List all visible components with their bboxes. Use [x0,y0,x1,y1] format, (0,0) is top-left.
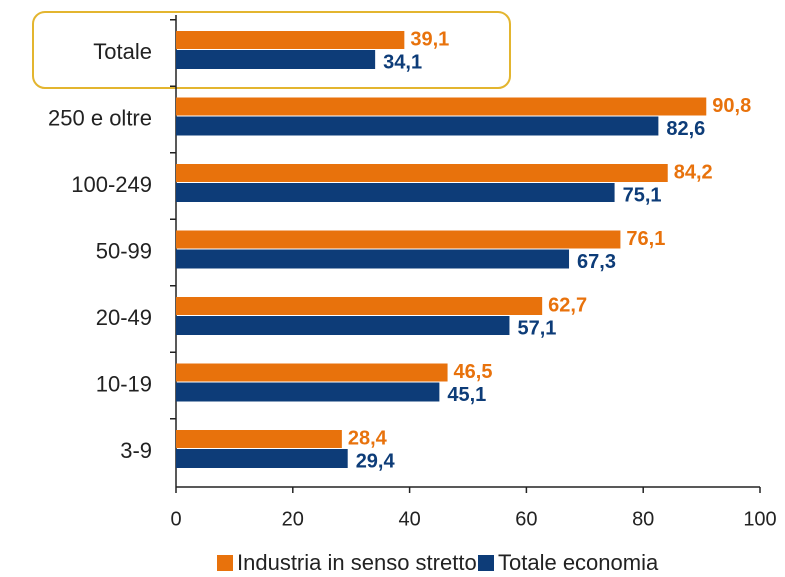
y-tick-label: 50-99 [96,238,152,263]
y-tick-label: 3-9 [120,438,152,463]
bar [176,363,448,382]
value-label: 90,8 [712,95,751,117]
x-tick-label: 100 [743,508,776,530]
value-label: 75,1 [623,184,662,206]
legend-label: Totale economia [498,550,659,575]
legend-swatch [478,555,494,571]
y-tick-label: 10-19 [96,371,152,396]
bar [176,249,570,269]
bar [176,50,376,69]
bar [176,382,440,402]
y-tick-label: 250 e oltre [48,105,152,130]
value-label: 29,4 [356,450,396,472]
x-tick-label: 20 [282,508,304,530]
value-label: 67,3 [577,251,616,273]
x-tick-label: 40 [398,508,420,530]
highlight-box [32,11,511,89]
x-tick-label: 0 [170,508,181,530]
bar [176,316,510,335]
value-label: 28,4 [348,427,388,449]
y-tick-label: Totale [93,39,152,64]
y-tick-label: 100-249 [71,172,152,197]
bar [176,430,342,448]
bar [176,297,543,315]
x-tick-label: 60 [515,508,537,530]
value-label: 62,7 [548,294,587,316]
bar [176,97,707,116]
x-tick-label: 80 [632,508,654,530]
legend-label: Industria in senso stretto [237,550,477,575]
value-label: 57,1 [517,317,556,339]
value-label: 76,1 [626,228,665,250]
value-label: 39,1 [410,28,449,50]
value-label: 84,2 [674,161,713,183]
value-label: 46,5 [454,361,493,383]
value-label: 82,6 [666,118,705,140]
bar [176,230,621,249]
value-label: 45,1 [447,384,486,406]
legend-swatch [217,555,233,571]
y-tick-label: 20-49 [96,305,152,330]
bar [176,31,405,49]
bar [176,183,615,202]
bar [176,164,668,182]
bar [176,116,659,136]
bar [176,449,348,468]
value-label: 34,1 [383,51,422,73]
